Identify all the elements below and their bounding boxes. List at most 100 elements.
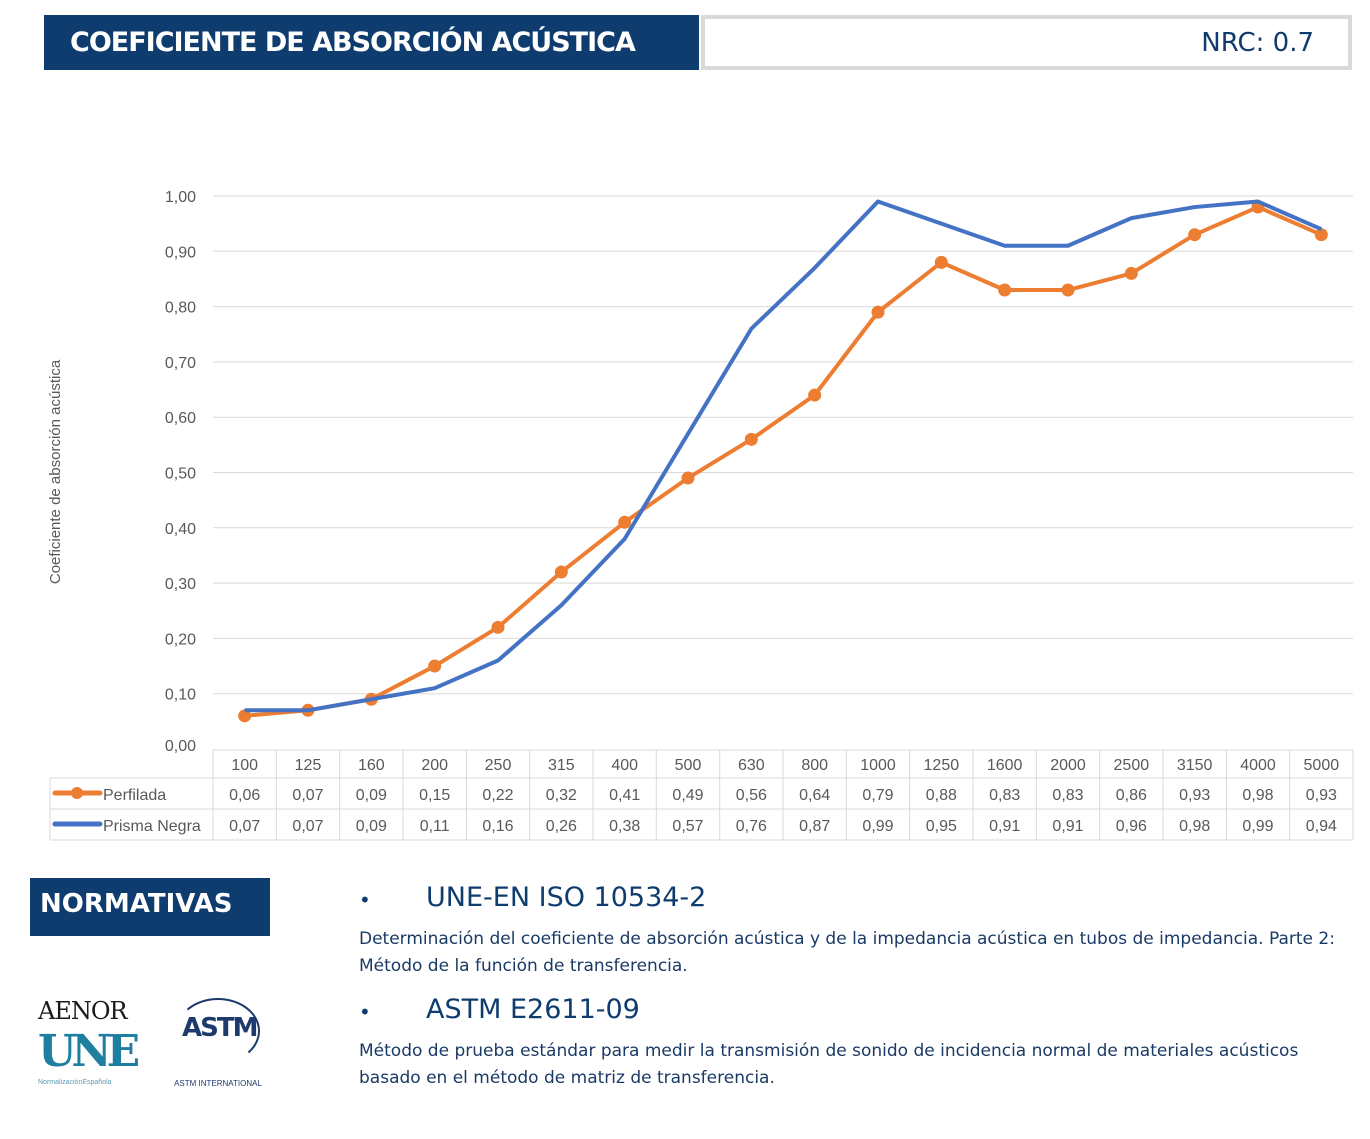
table-value: 0,11 (420, 818, 450, 835)
standard-item: ASTM E2611-09 Método de prueba estándar … (359, 992, 1349, 1092)
x-category-label: 2500 (1114, 757, 1150, 774)
table-value: 0,07 (292, 818, 323, 835)
data-point (1124, 266, 1138, 280)
data-point (681, 471, 695, 485)
aenor-text: AENOR (38, 997, 128, 1025)
une-text: UNE (38, 1026, 140, 1077)
table-value: 0,22 (482, 787, 513, 804)
y-tick-label: 0,70 (165, 355, 196, 372)
x-category-label: 800 (801, 757, 828, 774)
table-value: 0,98 (1242, 787, 1273, 804)
table-value: 0,38 (609, 818, 640, 835)
table-value: 0,07 (292, 787, 323, 804)
table-value: 0,91 (1052, 818, 1083, 835)
data-point (871, 305, 885, 319)
table-value: 0,56 (736, 787, 767, 804)
chart-title-banner: COEFICIENTE DE ABSORCIÓN ACÚSTICA (44, 15, 699, 70)
y-tick-label: 0,20 (165, 631, 196, 648)
legend-marker (71, 787, 83, 799)
absorption-chart: Coeficiente de absorción acústica 0,00 0,… (47, 189, 1354, 841)
table-value: 0,76 (736, 818, 767, 835)
standards-list: UNE-EN ISO 10534-2 Determinación del coe… (359, 880, 1349, 1104)
table-value: 0,07 (229, 818, 260, 835)
y-tick-label: 0,10 (165, 687, 196, 704)
data-point (428, 659, 442, 673)
standard-code: ASTM E2611-09 (359, 992, 1349, 1030)
data-point (744, 432, 758, 446)
x-category-label: 125 (295, 757, 322, 774)
data-point (1314, 228, 1328, 242)
une-subtitle: NormalizaciónEspañola (38, 1079, 112, 1086)
table-value: 0,96 (1116, 818, 1147, 835)
legend-label: Prisma Negra (103, 818, 201, 835)
x-category-label: 1600 (987, 757, 1023, 774)
data-point (238, 709, 252, 723)
table-value: 0,79 (862, 787, 893, 804)
table-value: 0,57 (672, 818, 703, 835)
x-category-label: 5000 (1304, 757, 1340, 774)
data-point (808, 388, 822, 402)
legend-label: Perfilada (103, 787, 166, 804)
table-value: 0,32 (546, 787, 577, 804)
y-tick-label: 0,00 (165, 738, 196, 755)
standard-description: Determinación del coeficiente de absorci… (359, 929, 1335, 976)
x-category-label: 500 (675, 757, 702, 774)
series-line-prisma-negra (244, 199, 1323, 713)
table-value: 0,64 (799, 787, 830, 804)
data-point (618, 515, 632, 529)
table-value: 0,49 (672, 787, 703, 804)
table-value: 0,09 (356, 787, 387, 804)
table-value: 0,91 (989, 818, 1020, 835)
data-point (934, 255, 948, 269)
x-category-label: 160 (358, 757, 385, 774)
x-category-label: 400 (611, 757, 638, 774)
x-category-label: 630 (738, 757, 765, 774)
table-value: 0,86 (1116, 787, 1147, 804)
data-point (1188, 228, 1202, 242)
data-point (554, 565, 568, 579)
astm-text: ASTM (182, 1013, 258, 1043)
nrc-value: NRC: 0.7 (701, 15, 1352, 70)
y-tick-label: 0,50 (165, 466, 196, 483)
x-category-label: 100 (231, 757, 258, 774)
table-value: 0,83 (989, 787, 1020, 804)
table-value: 0,95 (926, 818, 957, 835)
table-value: 0,06 (229, 787, 260, 804)
x-category-label: 2000 (1050, 757, 1086, 774)
table-value: 0,88 (926, 787, 957, 804)
table-value: 0,99 (1242, 818, 1273, 835)
data-point (998, 283, 1012, 297)
y-tick-label: 1,00 (165, 189, 196, 206)
x-category-label: 315 (548, 757, 575, 774)
series-line-perfilada (244, 205, 1323, 718)
table-value: 0,99 (862, 818, 893, 835)
y-tick-label: 0,30 (165, 576, 196, 593)
table-value: 0,98 (1179, 818, 1210, 835)
table-value: 0,41 (609, 787, 640, 804)
astm-subtitle: ASTM INTERNATIONAL (174, 1079, 262, 1088)
y-tick-label: 0,60 (165, 410, 196, 427)
standard-item: UNE-EN ISO 10534-2 Determinación del coe… (359, 880, 1349, 980)
table-value: 0,94 (1306, 818, 1337, 835)
table-value: 0,93 (1179, 787, 1210, 804)
astm-logo: ASTM ASTM INTERNATIONAL (168, 998, 268, 1089)
x-category-label: 1250 (924, 757, 960, 774)
data-point (1061, 283, 1075, 297)
x-category-label: 1000 (860, 757, 896, 774)
standard-description: Método de prueba estándar para medir la … (359, 1041, 1299, 1088)
standard-code: UNE-EN ISO 10534-2 (359, 880, 1349, 918)
y-tick-label: 0,80 (165, 300, 196, 317)
y-tick-label: 0,90 (165, 244, 196, 261)
aenor-une-logo: AENOR UNE NormalizaciónEspañola (38, 996, 148, 1088)
x-category-label: 3150 (1177, 757, 1213, 774)
table-value: 0,83 (1052, 787, 1083, 804)
normativas-heading: NORMATIVAS (30, 878, 270, 936)
y-axis-label: Coeficiente de absorción acústica (47, 359, 64, 584)
x-category-label: 4000 (1240, 757, 1276, 774)
table-value: 0,16 (482, 818, 513, 835)
x-category-label: 250 (485, 757, 512, 774)
table-value: 0,09 (356, 818, 387, 835)
table-value: 0,26 (546, 818, 577, 835)
y-tick-label: 0,40 (165, 521, 196, 538)
table-value: 0,93 (1306, 787, 1337, 804)
